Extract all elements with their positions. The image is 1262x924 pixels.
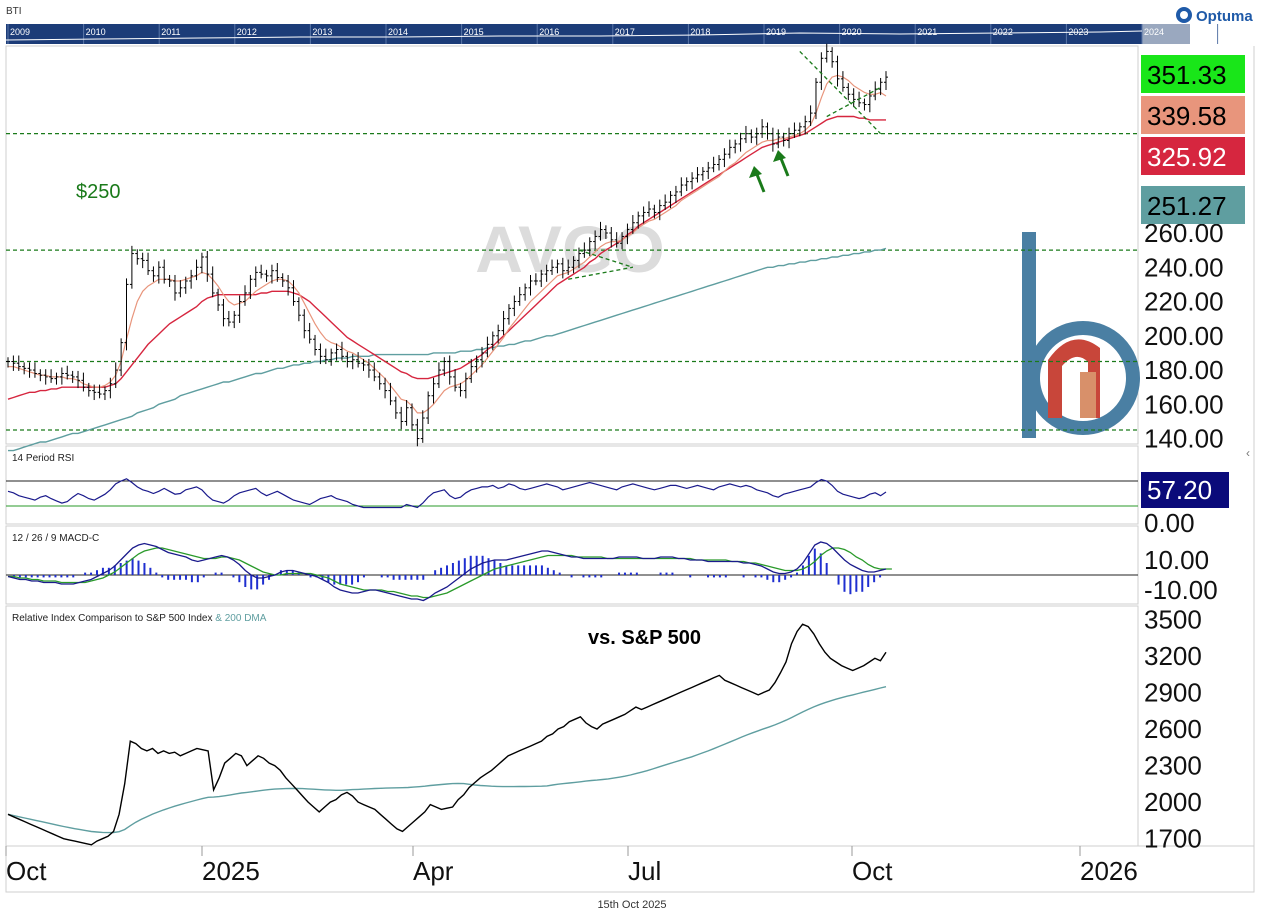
trendline	[578, 249, 634, 268]
timeline-year-label: 2013	[312, 27, 332, 37]
price-badge-label: 339.58	[1147, 101, 1227, 131]
optuma-logo-text: Optuma	[1196, 8, 1253, 25]
relative-axis-tick-label: 2000	[1144, 787, 1202, 817]
arrow-head-icon	[749, 166, 762, 178]
relative-axis-tick-label: 1700	[1144, 824, 1202, 854]
relative-axis-tick-label: 3500	[1144, 604, 1202, 634]
price-badge-label: 325.92	[1147, 142, 1227, 172]
price-badge-label: 251.27	[1147, 191, 1227, 221]
price-axis-tick-label: 220.00	[1144, 287, 1224, 317]
relative-axis-tick-label: 3200	[1144, 641, 1202, 671]
price-axis-tick-label: 200.00	[1144, 321, 1224, 351]
timeline-year-label: 2016	[539, 27, 559, 37]
relative-axis-tick-label: 2300	[1144, 751, 1202, 781]
rsi-axis-tick-label: 0.00	[1144, 508, 1195, 538]
macd-layer: 10.00-10.00	[6, 541, 1218, 605]
timeline-year-label: 2018	[690, 27, 710, 37]
macd-axis-tick-label: 10.00	[1144, 545, 1209, 575]
relative-panel	[5, 605, 1139, 847]
ticker-label: BTI	[6, 6, 22, 17]
x-axis-tick-label: Oct	[852, 856, 893, 886]
macd-signal-line	[8, 547, 892, 599]
relative-annotation: vs. S&P 500	[588, 627, 701, 649]
timeline-year-label: 2015	[464, 27, 484, 37]
macd-panel	[5, 525, 1139, 605]
relative-axis-tick-label: 2600	[1144, 714, 1202, 744]
scroll-arrow-icon[interactable]: ‹	[1246, 446, 1250, 460]
price-layer: 140.00160.00180.00200.00220.00240.00260.…	[6, 43, 1245, 454]
rsi-line	[7, 478, 887, 509]
x-axis-layer: Oct 2025 Apr Jul Oct 2026	[5, 846, 1138, 886]
price-badge	[1141, 55, 1245, 93]
arrow-head-icon	[773, 150, 786, 162]
rsi-badge	[1141, 472, 1229, 508]
timeline-year-label: 2012	[237, 27, 257, 37]
price-axis-tick-label: 140.00	[1144, 424, 1224, 454]
relative-layer: 1700 2000 2300 2600 2900 3200 3500	[7, 604, 1202, 854]
relative-dma-line	[7, 686, 887, 834]
x-axis-tick-label: 2025	[202, 856, 260, 886]
price-badge-label: 351.33	[1147, 60, 1227, 90]
rsi-badge-label: 57.20	[1147, 475, 1212, 505]
ma-slow-line	[8, 247, 887, 452]
timeline-selection[interactable]	[1142, 24, 1190, 44]
timeline-year-label: 2011	[161, 27, 180, 37]
relative-title: Relative Index Comparison to S&P 500 Ind…	[12, 613, 213, 624]
relative-line	[7, 623, 887, 846]
optuma-logo: Optuma	[1176, 7, 1253, 25]
ma-fast-line	[8, 74, 887, 414]
timeline-year-label: 2010	[86, 27, 106, 37]
relative-axis-tick-label: 2900	[1144, 677, 1202, 707]
timeline-year-label: 2009	[10, 27, 30, 37]
x-axis-tick-label: Oct	[6, 856, 47, 886]
relative-title-suffix: & 200 DMA	[215, 613, 266, 624]
macd-axis-tick-label: -10.00	[1144, 575, 1218, 605]
timeline-year-label: 2014	[388, 27, 408, 37]
rsi-layer: 57.200.00	[6, 472, 1229, 538]
price-axis-tick-label: 160.00	[1144, 389, 1224, 419]
x-axis-tick-label: Apr	[413, 856, 454, 886]
price-badge	[1141, 137, 1245, 175]
timeline-navigator[interactable]: 2009 2010 2011 2012 2013 2014 2015 2016 2017 2018…	[5, 24, 1240, 44]
timeline-price-trace	[5, 30, 1143, 41]
x-axis-tick-label: 2026	[1080, 856, 1138, 886]
timeline-year-label: 2025	[1220, 27, 1240, 37]
timeline-year-label: 2022	[993, 27, 1013, 37]
price-axis-tick-label: 240.00	[1144, 252, 1224, 282]
price-axis-tick-label: 180.00	[1144, 355, 1224, 385]
timeline-year-label: 2024	[1144, 27, 1164, 37]
brand-logo-icon	[1022, 232, 1140, 438]
support-annotation: $250	[76, 181, 121, 203]
macd-title: 12 / 26 / 9 MACD-C	[12, 533, 99, 544]
price-panel	[5, 45, 1139, 445]
rsi-panel	[5, 445, 1139, 525]
timeline-year-label: 2017	[615, 27, 635, 37]
timeline-strip	[6, 24, 1142, 44]
timeline-year-label: 2019	[766, 27, 786, 37]
price-badge	[1141, 186, 1245, 224]
footer-date: 15th Oct 2025	[597, 899, 666, 911]
relative-title-line: Relative Index Comparison to S&P 500 Ind…	[12, 613, 267, 624]
trendline	[568, 266, 633, 280]
timeline-year-label: 2021	[917, 27, 937, 37]
ma-mid-line	[7, 115, 886, 400]
x-axis-tick-label: Jul	[628, 856, 661, 886]
timeline-year-label: 2020	[842, 27, 862, 37]
rsi-title: 14 Period RSI	[12, 453, 74, 464]
macd-line	[7, 541, 887, 602]
trendline	[799, 50, 882, 135]
trendline	[826, 86, 881, 118]
price-badge	[1141, 96, 1245, 134]
